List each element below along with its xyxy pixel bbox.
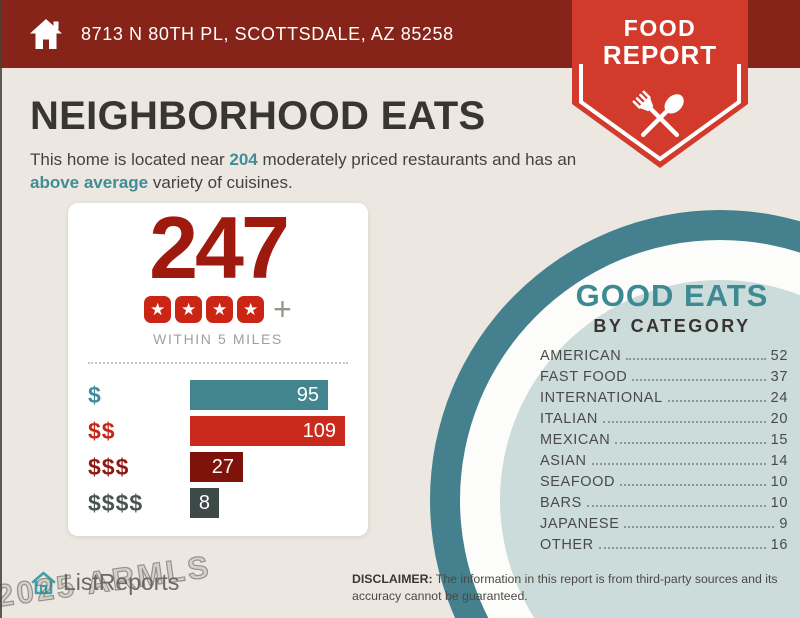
dotted-leader: [626, 358, 766, 360]
dotted-leader: [591, 463, 766, 465]
price-bar-row: $$ 109: [88, 416, 368, 447]
total-restaurants: 247: [149, 198, 290, 297]
price-bar-row: $$$ 27: [88, 452, 368, 483]
category-value: 37: [770, 368, 788, 385]
home-icon: [28, 18, 65, 50]
dotted-leader: [586, 505, 766, 507]
price-tier-label: $$$: [88, 453, 130, 480]
restaurant-count: 204: [229, 150, 258, 169]
star-icon: ★: [237, 295, 265, 323]
listreports-logo: ListReports: [30, 569, 179, 596]
disclaimer: DISCLAIMER: The information in this repo…: [352, 571, 784, 604]
price-tier-label: $$: [88, 417, 116, 444]
category-value: 15: [770, 431, 788, 448]
badge-line2: REPORT: [602, 40, 718, 70]
badge-title: FOOD REPORT: [572, 15, 748, 69]
restaurant-stats-card: 247 ★ ★ ★ ★ + WITHIN 5 MILES $95 $$ 109 $$$ 27 $$…: [68, 203, 368, 536]
variety-highlight: above average: [30, 173, 149, 193]
category-row: ITALIAN 20: [540, 408, 788, 429]
category-row: INTERNATIONAL 24: [540, 387, 788, 408]
category-row: BARS 10: [540, 492, 788, 513]
price-tier-value: 109: [302, 419, 336, 442]
dashed-divider: [88, 362, 348, 365]
price-tier-bar: 109: [190, 416, 345, 447]
price-tier-value: 8: [198, 491, 210, 514]
category-value: 20: [770, 410, 788, 427]
category-value: 16: [770, 536, 788, 553]
intro-text: This home is located near 204 moderately…: [30, 148, 578, 195]
food-report-badge: FOOD REPORT: [572, 0, 748, 170]
category-name: AMERICAN: [540, 347, 622, 364]
badge-line1: FOOD: [623, 15, 697, 41]
disclaimer-label: DISCLAIMER:: [352, 572, 433, 586]
category-name: OTHER: [540, 536, 594, 553]
category-name: ITALIAN: [540, 410, 598, 427]
title-block: NEIGHBORHOOD EATS This home is located n…: [30, 94, 590, 195]
crossed-spoon-fork-icon: [632, 90, 684, 138]
dotted-leader: [620, 484, 766, 486]
property-address: 8713 N 80TH PL, SCOTTSDALE, AZ 85258: [81, 23, 454, 44]
star-icon: ★: [206, 295, 234, 323]
price-tier-label: $$$$: [88, 489, 144, 516]
price-tier-bar: 8: [190, 488, 219, 519]
category-row: AMERICAN 52: [540, 345, 788, 366]
category-name: ASIAN: [540, 452, 587, 469]
category-value: 52: [770, 347, 788, 364]
category-row: JAPANESE 9: [540, 513, 788, 534]
price-tier-bar: 95: [190, 380, 328, 411]
category-value: 10: [770, 473, 788, 490]
dotted-leader: [615, 442, 766, 444]
plus-icon: +: [273, 291, 292, 328]
page-title: NEIGHBORHOOD EATS: [30, 94, 486, 138]
dotted-leader: [632, 379, 766, 381]
price-bars: $95 $$ 109 $$$ 27 $$$$ 8: [68, 380, 368, 519]
category-name: MEXICAN: [540, 431, 611, 448]
price-tier-value: 27: [211, 455, 234, 478]
armls-watermark: 2025 ARMLS: [0, 548, 214, 614]
badge-chevron-line: [579, 64, 741, 162]
category-value: 10: [770, 494, 788, 511]
price-tier-label: $: [88, 381, 102, 408]
good-eats-subtitle: BY CATEGORY: [593, 316, 751, 336]
category-list: AMERICAN 52 FAST FOOD 37 INTERNATIONAL 24 ITAL…: [540, 345, 788, 555]
price-tier-value: 95: [296, 383, 319, 406]
good-eats-circle: [430, 210, 800, 618]
disclaimer-text: The information in this report is from t…: [352, 572, 778, 603]
dotted-leader: [598, 547, 766, 549]
category-name: BARS: [540, 494, 582, 511]
category-row: ASIAN 14: [540, 450, 788, 471]
good-eats-title: GOOD EATS: [575, 278, 769, 313]
intro-pre: This home is located near: [30, 150, 230, 169]
good-eats-heading: GOOD EATS BY CATEGORY: [542, 278, 800, 337]
category-name: INTERNATIONAL: [540, 389, 663, 406]
category-row: FAST FOOD 37: [540, 366, 788, 387]
circle-white-ring: [460, 240, 800, 618]
listreports-house-icon: [30, 570, 57, 596]
category-name: FAST FOOD: [540, 368, 628, 385]
star-rating: ★ ★ ★ ★ +: [68, 291, 368, 328]
dotted-leader: [667, 400, 766, 402]
category-row: MEXICAN 15: [540, 429, 788, 450]
dotted-leader: [624, 526, 775, 528]
dotted-leader: [602, 421, 766, 423]
category-name: SEAFOOD: [540, 473, 616, 490]
price-tier-bar: 27: [190, 452, 243, 483]
screen-left-edge: [0, 0, 2, 618]
category-value: 9: [779, 515, 788, 532]
category-name: JAPANESE: [540, 515, 620, 532]
category-row: SEAFOOD 10: [540, 471, 788, 492]
price-bar-row: $95: [88, 380, 368, 411]
star-icon: ★: [175, 295, 203, 323]
price-bar-row: $$$$ 8: [88, 488, 368, 519]
intro-mid: moderately priced restaurants and has an: [257, 150, 577, 169]
intro-post: variety of cuisines.: [148, 173, 293, 193]
radius-label: WITHIN 5 MILES: [153, 331, 283, 348]
star-icon: ★: [144, 295, 172, 323]
category-value: 14: [770, 452, 788, 469]
category-row: OTHER 16: [540, 534, 788, 555]
category-value: 24: [770, 389, 788, 406]
logo-text: ListReports: [63, 569, 180, 595]
